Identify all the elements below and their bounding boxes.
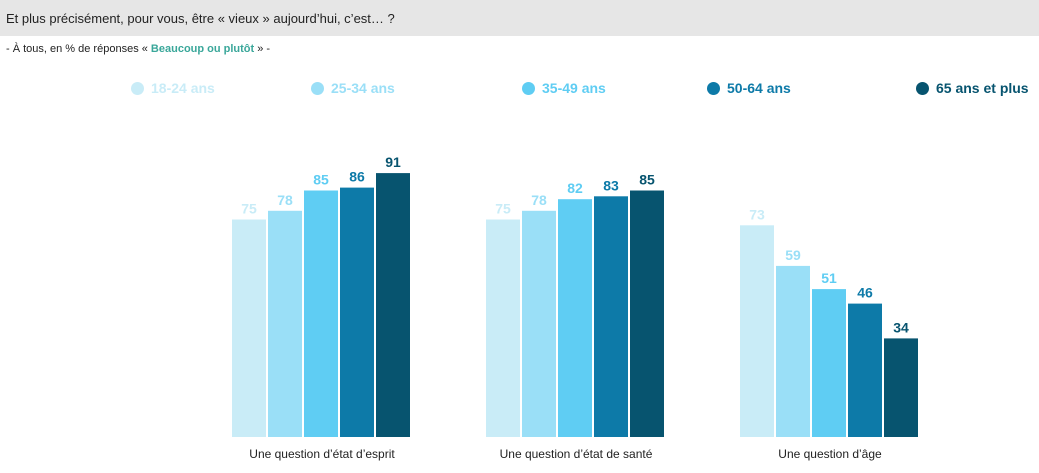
legend-label: 50-64 ans [727, 80, 791, 96]
bar [522, 210, 556, 437]
legend-item: 50-64 ans [707, 78, 791, 98]
legend-label: 18-24 ans [151, 80, 215, 96]
bar [268, 210, 302, 437]
bar [884, 338, 918, 437]
value-label: 75 [495, 201, 511, 217]
value-label: 86 [349, 169, 365, 185]
legend-item: 35-49 ans [522, 78, 606, 98]
value-label: 82 [567, 180, 583, 196]
bar [486, 219, 520, 437]
legend-swatch [311, 81, 324, 95]
value-label: 83 [603, 177, 619, 193]
bar [848, 303, 882, 437]
bar [594, 196, 628, 437]
category-label: Une question d’état d’esprit [249, 447, 395, 461]
legend-swatch [916, 81, 929, 95]
value-label: 34 [893, 319, 909, 335]
legend-swatch [131, 81, 144, 95]
legend-swatch [522, 81, 535, 95]
value-label: 78 [531, 192, 547, 208]
category-label: Une question d’âge [778, 447, 882, 461]
value-label: 91 [385, 154, 401, 170]
chart-subtitle: - À tous, en % de réponses « Beaucoup ou… [6, 43, 270, 55]
legend-item: 18-24 ans [131, 78, 215, 98]
subtitle-prefix: - À tous, en % de réponses « [6, 43, 151, 55]
bar [376, 173, 410, 437]
bar [812, 289, 846, 437]
value-label: 46 [857, 285, 873, 301]
legend-label: 25-34 ans [331, 80, 395, 96]
bar [776, 265, 810, 437]
value-label: 85 [639, 172, 655, 188]
subtitle-highlight: Beaucoup ou plutôt [150, 43, 255, 55]
question-title: Et plus précisément, pour vous, être « v… [6, 11, 395, 26]
value-label: 78 [277, 192, 293, 208]
legend-item: 25-34 ans [311, 78, 395, 98]
bar [630, 190, 664, 437]
value-label: 85 [313, 172, 329, 188]
category-label: Une question d’état de santé [500, 447, 653, 461]
value-label: 73 [749, 206, 765, 222]
bar [740, 225, 774, 437]
bar [232, 219, 266, 437]
legend-item: 65 ans et plus [916, 78, 1029, 98]
bar [304, 190, 338, 437]
legend-label: 35-49 ans [542, 80, 606, 96]
bar [340, 187, 374, 437]
subtitle-suffix: » - [254, 43, 271, 55]
value-label: 75 [241, 201, 257, 217]
header-bar: Et plus précisément, pour vous, être « v… [0, 0, 1039, 36]
bar [558, 199, 592, 437]
value-label: 51 [821, 270, 837, 286]
legend-swatch [707, 81, 720, 95]
value-label: 59 [785, 247, 801, 263]
legend-label: 65 ans et plus [936, 80, 1029, 96]
